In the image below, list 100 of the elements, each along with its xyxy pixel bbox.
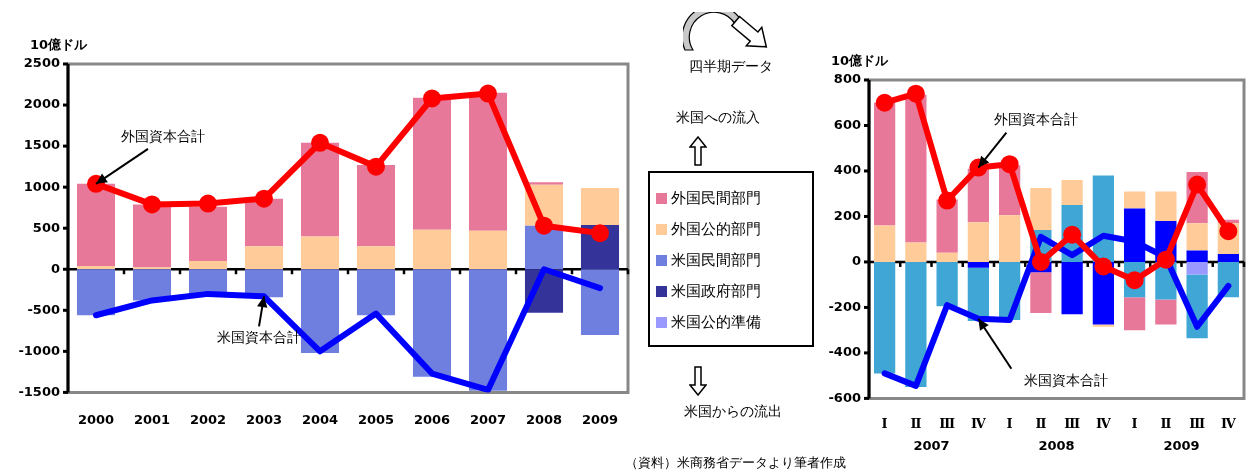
bar (412, 269, 452, 377)
y-tick-label: -400 (828, 344, 861, 360)
text: 2007 (913, 438, 950, 454)
x-tick-label: Ⅰ (881, 415, 888, 431)
annotation: 米国資本合計 (1024, 372, 1109, 389)
bar (188, 269, 228, 294)
bar (300, 236, 340, 270)
y-tick-label: 1000 (23, 178, 60, 194)
point (591, 224, 609, 243)
bar (132, 204, 172, 268)
bar (1186, 261, 1208, 275)
bar (874, 261, 896, 374)
y-axis-title: 10億ドル (831, 52, 890, 68)
bar (905, 242, 927, 262)
x-tick-label: 2001 (133, 411, 171, 427)
bar (468, 230, 508, 270)
point (938, 191, 957, 210)
y-tick-label: 600 (833, 116, 861, 132)
point (479, 84, 497, 103)
point (1031, 252, 1050, 271)
point (906, 84, 925, 103)
annotation: 外国資本合計 (121, 127, 205, 144)
x-tick-label: Ⅱ (1160, 415, 1172, 431)
y-tick-label: 500 (32, 219, 60, 235)
y-tick-label: -500 (27, 301, 60, 317)
bar (76, 265, 116, 270)
bar (412, 229, 452, 270)
x-tick-label: Ⅳ (1095, 415, 1111, 431)
point (1156, 250, 1175, 269)
bar (356, 164, 396, 247)
text: 2009 (1163, 438, 1200, 454)
bar (244, 269, 284, 298)
text: 米国からの流出 (684, 403, 782, 421)
y-tick-label: 0 (851, 253, 861, 269)
bar (1124, 297, 1146, 331)
bar (468, 269, 508, 391)
y-tick-label: 2500 (23, 55, 60, 71)
point (535, 216, 553, 235)
y-axis-title: 10億ドル (30, 36, 89, 52)
bar (967, 222, 989, 262)
bar (468, 92, 508, 231)
bar (188, 206, 228, 262)
bar (874, 225, 896, 262)
x-tick-label: 2008 (525, 411, 563, 427)
bar (1061, 180, 1083, 206)
x-tick-label: Ⅰ (1006, 415, 1013, 431)
bar (936, 252, 958, 262)
x-tick-label: Ⅲ (939, 415, 956, 431)
point (367, 157, 385, 176)
x-tick-label: Ⅳ (970, 415, 986, 431)
bar (905, 94, 927, 243)
y-tick-label: 1500 (23, 137, 60, 153)
point (1094, 257, 1113, 276)
bar (132, 269, 172, 301)
bar (1061, 261, 1083, 315)
bar (412, 97, 452, 230)
bar (300, 142, 340, 237)
text: 四半期データ (689, 58, 773, 76)
bar (874, 102, 896, 226)
y-tick-label: -1500 (18, 383, 60, 399)
bar (1186, 250, 1208, 262)
y-tick-label: 400 (833, 162, 861, 178)
bar (1155, 299, 1177, 325)
point (1188, 175, 1207, 194)
y-tick-label: 0 (50, 260, 60, 276)
bar (1186, 223, 1208, 251)
bar (967, 261, 989, 268)
bar (244, 198, 284, 247)
x-tick-label: Ⅱ (910, 415, 922, 431)
bar (1030, 272, 1052, 314)
bar (1217, 253, 1239, 262)
x-tick-label: 2000 (77, 411, 115, 427)
x-tick-label: 2003 (245, 411, 283, 427)
x-tick-label: Ⅲ (1064, 415, 1081, 431)
bar (1092, 324, 1114, 327)
point (311, 133, 329, 152)
point (875, 93, 894, 112)
bar (580, 187, 620, 225)
legend-label: 外国民間部門 (671, 189, 761, 208)
x-tick-label: 2007 (469, 411, 507, 427)
x-tick-label: 2005 (357, 411, 395, 427)
x-tick-label: 2002 (189, 411, 227, 427)
text: （資料）米商務省データより筆者作成 (624, 454, 846, 472)
bar (244, 246, 284, 270)
bar (905, 261, 927, 388)
y-tick-label: 2000 (23, 96, 60, 112)
y-tick-label: -1000 (18, 342, 60, 358)
text: 2008 (1038, 438, 1075, 454)
x-tick-label: Ⅲ (1189, 415, 1206, 431)
x-tick-label: Ⅳ (1220, 415, 1236, 431)
x-tick-label: 2004 (301, 411, 339, 427)
y-tick-label: 800 (833, 71, 861, 87)
x-tick-label: 2009 (581, 411, 619, 427)
point (1000, 155, 1019, 174)
annotation: 外国資本合計 (994, 111, 1079, 128)
x-tick-label: Ⅰ (1131, 415, 1138, 431)
point (199, 194, 217, 213)
text: 米国への流入 (676, 109, 760, 127)
legend-label: 米国公的準備 (671, 313, 761, 332)
y-tick-label: -200 (828, 298, 861, 314)
